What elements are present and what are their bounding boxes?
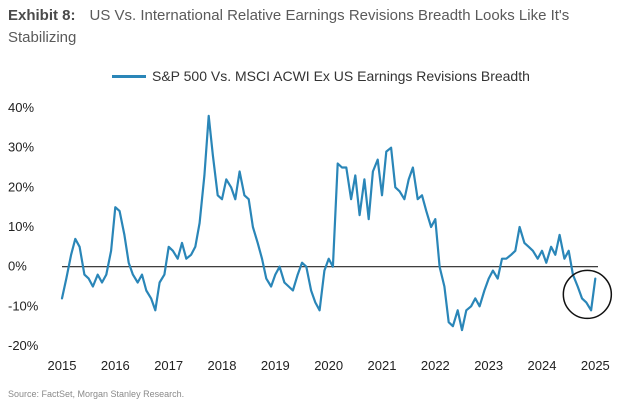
y-tick-label: 30% bbox=[8, 140, 34, 155]
x-tick-label: 2019 bbox=[261, 358, 290, 373]
y-tick-label: 10% bbox=[8, 219, 34, 234]
exhibit-title: US Vs. International Relative Earnings R… bbox=[8, 7, 570, 46]
x-tick-label: 2023 bbox=[474, 358, 503, 373]
y-tick-label: 40% bbox=[8, 100, 34, 115]
x-tick-label: 2025 bbox=[581, 358, 610, 373]
source-note: Source: FactSet, Morgan Stanley Research… bbox=[8, 389, 185, 399]
exhibit-label: Exhibit 8: bbox=[8, 7, 76, 24]
y-tick-label: -20% bbox=[8, 338, 39, 353]
x-tick-label: 2017 bbox=[154, 358, 183, 373]
annotation-circle bbox=[562, 269, 613, 320]
x-tick-label: 2015 bbox=[48, 358, 77, 373]
x-tick-label: 2020 bbox=[314, 358, 343, 373]
x-tick-label: 2022 bbox=[421, 358, 450, 373]
y-tick-label: 0% bbox=[8, 259, 27, 274]
series-line bbox=[60, 114, 597, 332]
chart-title: Exhibit 8: US Vs. International Relative … bbox=[8, 5, 623, 49]
x-tick-label: 2016 bbox=[101, 358, 130, 373]
x-tick-label: 2018 bbox=[208, 358, 237, 373]
x-tick-label: 2021 bbox=[368, 358, 397, 373]
x-tick-label: 2024 bbox=[528, 358, 557, 373]
legend-swatch bbox=[112, 74, 146, 78]
y-tick-label: -10% bbox=[8, 298, 39, 313]
legend: S&P 500 Vs. MSCI ACWI Ex US Earnings Rev… bbox=[112, 68, 530, 84]
y-tick-label: 20% bbox=[8, 179, 34, 194]
legend-label: S&P 500 Vs. MSCI ACWI Ex US Earnings Rev… bbox=[152, 68, 530, 84]
